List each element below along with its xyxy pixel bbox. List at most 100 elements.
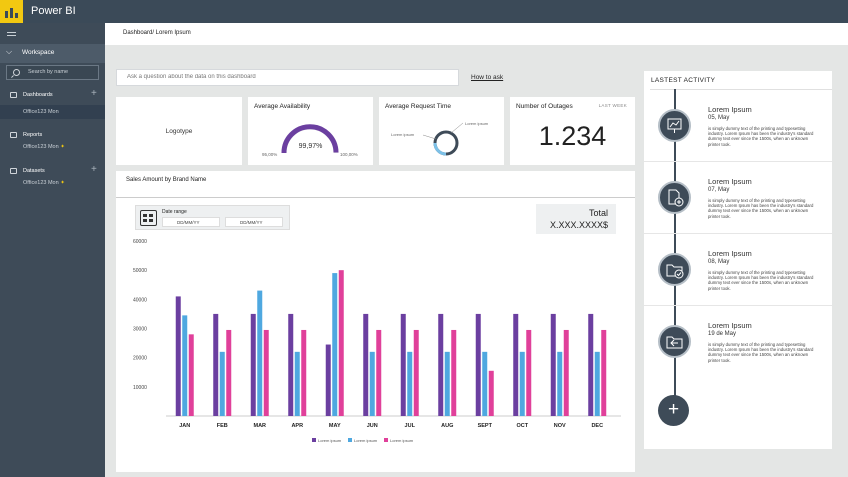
power-bi-logo-icon[interactable]	[0, 0, 23, 23]
date-range-filter[interactable]: Date range DD/MM/YY DD/MM/YY	[135, 205, 290, 230]
add-dashboard-icon[interactable]: +	[91, 88, 97, 99]
x-tick-label: DEC	[591, 423, 603, 429]
chevron-down-icon: ⌵	[6, 47, 13, 56]
bar-oct-s3	[526, 329, 532, 416]
bar-aug-s2	[444, 351, 450, 416]
breadcrumb[interactable]: Dashboard/ Lorem Ipsum	[123, 30, 191, 36]
sidebar-item-reports[interactable]: Reports	[0, 130, 105, 142]
bar-nov-s1	[550, 313, 556, 416]
bar-feb-s1	[213, 313, 219, 416]
logotype-text: Logotype	[165, 128, 193, 135]
bar-oct-s2	[519, 351, 525, 416]
sidebar-subitem-report[interactable]: Office123 Mon ✦	[23, 144, 65, 150]
add-activity-button[interactable]: +	[658, 395, 689, 426]
legend-label: Lorem ipsum	[354, 438, 378, 443]
activity-item-date: 07, May	[708, 187, 730, 193]
chart-title: Sales Amount by Brand Name	[126, 177, 207, 183]
activity-divider	[650, 89, 832, 90]
activity-item-date: 19 de May	[708, 331, 737, 337]
bar-jun-s1	[363, 313, 369, 416]
how-to-ask-link[interactable]: How to ask	[471, 74, 504, 81]
bar-jul-s1	[400, 313, 406, 416]
activity-item[interactable]: Lorem Ipsum 08, May is simply dummy text…	[644, 234, 832, 306]
date-to-field[interactable]: DD/MM/YY	[225, 217, 283, 227]
legend-label: Lorem ipsum	[390, 438, 414, 443]
sidebar-item-dashboards[interactable]: Dashboards +	[0, 88, 105, 102]
timeline-line	[674, 89, 676, 411]
sidebar-item-label: Dashboards	[23, 92, 53, 98]
folder-import-icon	[658, 325, 691, 358]
bar-dec-s3	[601, 329, 607, 416]
bar-feb-s2	[219, 351, 225, 416]
hamburger-icon[interactable]	[7, 32, 16, 38]
activity-item-title: Lorem Ipsum	[708, 321, 752, 330]
qa-input[interactable]	[127, 74, 447, 80]
sidebar-item-datasets[interactable]: Datasets +	[0, 164, 105, 178]
bar-dec-s2	[594, 351, 600, 416]
period-label: LAST WEEK	[598, 103, 627, 108]
availability-card[interactable]: Average Availability 99,97% 95,00% 100,0…	[248, 97, 373, 165]
sidebar: ⌵ Workspace Dashboards + Office123 Mon R…	[0, 23, 105, 477]
activity-title: LASTEST ACTIVITY	[651, 77, 716, 84]
app-title: Power BI	[31, 5, 76, 17]
bar-mar-s3	[263, 329, 269, 416]
bar-sept-s2	[482, 351, 488, 416]
chart-board-icon	[658, 109, 691, 142]
top-bar: Power BI	[0, 0, 848, 23]
search-input[interactable]	[28, 69, 98, 75]
sidebar-item-label: Reports	[23, 132, 43, 138]
sales-chart-card[interactable]: Sales Amount by Brand Name Date range DD…	[116, 171, 635, 472]
activity-item-title: Lorem Ipsum	[708, 105, 752, 114]
add-dataset-icon[interactable]: +	[91, 164, 97, 175]
bar-jun-s3	[376, 329, 382, 416]
dashboard-icon	[10, 92, 17, 98]
bar-jan-s1	[175, 296, 181, 416]
activity-item[interactable]: Lorem Ipsum 19 de May is simply dummy te…	[644, 306, 832, 378]
y-tick-label: 30000	[133, 327, 147, 333]
activity-item[interactable]: Lorem Ipsum 07, May is simply dummy text…	[644, 162, 832, 234]
logotype-card[interactable]: Logotype	[116, 97, 242, 165]
sidebar-subitem-label: Office123 Mon	[23, 144, 59, 150]
report-icon	[10, 132, 17, 138]
x-tick-label: MAY	[329, 423, 341, 429]
bar-aug-s3	[451, 329, 457, 416]
outages-card[interactable]: Number of Outages LAST WEEK 1.234	[510, 97, 635, 165]
donut-label-left: Lorem ipsum	[391, 132, 415, 137]
sidebar-subitem-dashboard[interactable]: Office123 Mon	[0, 105, 105, 119]
bar-may-s2	[332, 273, 338, 416]
legend-swatch	[348, 438, 352, 442]
sidebar-search[interactable]	[6, 65, 99, 80]
legend-swatch	[384, 438, 388, 442]
availability-gauge	[281, 124, 339, 154]
bar-jan-s3	[188, 334, 194, 416]
bar-nov-s2	[557, 351, 563, 416]
star-icon: ✦	[60, 180, 65, 186]
bar-may-s1	[325, 344, 331, 416]
bar-jan-s2	[182, 315, 188, 416]
activity-item-text: is simply dummy text of the printing and…	[708, 198, 814, 219]
activity-item[interactable]: Lorem Ipsum 05, May is simply dummy text…	[644, 90, 832, 162]
outages-value: 1.234	[538, 121, 607, 151]
request-time-card[interactable]: Average Request Time Lorem ipsum Lorem i…	[379, 97, 504, 165]
bar-sept-s1	[475, 313, 481, 416]
availability-value: 99,97%	[298, 143, 323, 150]
chart-divider	[116, 197, 635, 198]
qa-box[interactable]	[116, 69, 459, 86]
gauge-max-label: 100,00%	[340, 152, 358, 157]
donut-label-top: Lorem ipsum	[465, 121, 489, 126]
workspace-toggle[interactable]: ⌵ Workspace	[0, 44, 105, 63]
bar-aug-s1	[438, 313, 444, 416]
availability-title: Average Availability	[254, 103, 311, 110]
bar-mar-s1	[250, 313, 256, 416]
sidebar-subitem-dataset[interactable]: Office123 Mon ✦	[23, 180, 65, 186]
date-from-field[interactable]: DD/MM/YY	[162, 217, 220, 227]
bar-sept-s3	[488, 370, 494, 416]
search-icon	[13, 69, 20, 76]
legend-swatch	[312, 438, 316, 442]
y-tick-label: 50000	[133, 268, 147, 274]
workspace-label: Workspace	[22, 49, 55, 56]
bar-oct-s1	[513, 313, 519, 416]
bar-mar-s2	[257, 290, 263, 416]
main-content: Dashboard/ Lorem Ipsum How to ask Logoty…	[105, 23, 848, 477]
x-tick-label: APR	[291, 423, 303, 429]
